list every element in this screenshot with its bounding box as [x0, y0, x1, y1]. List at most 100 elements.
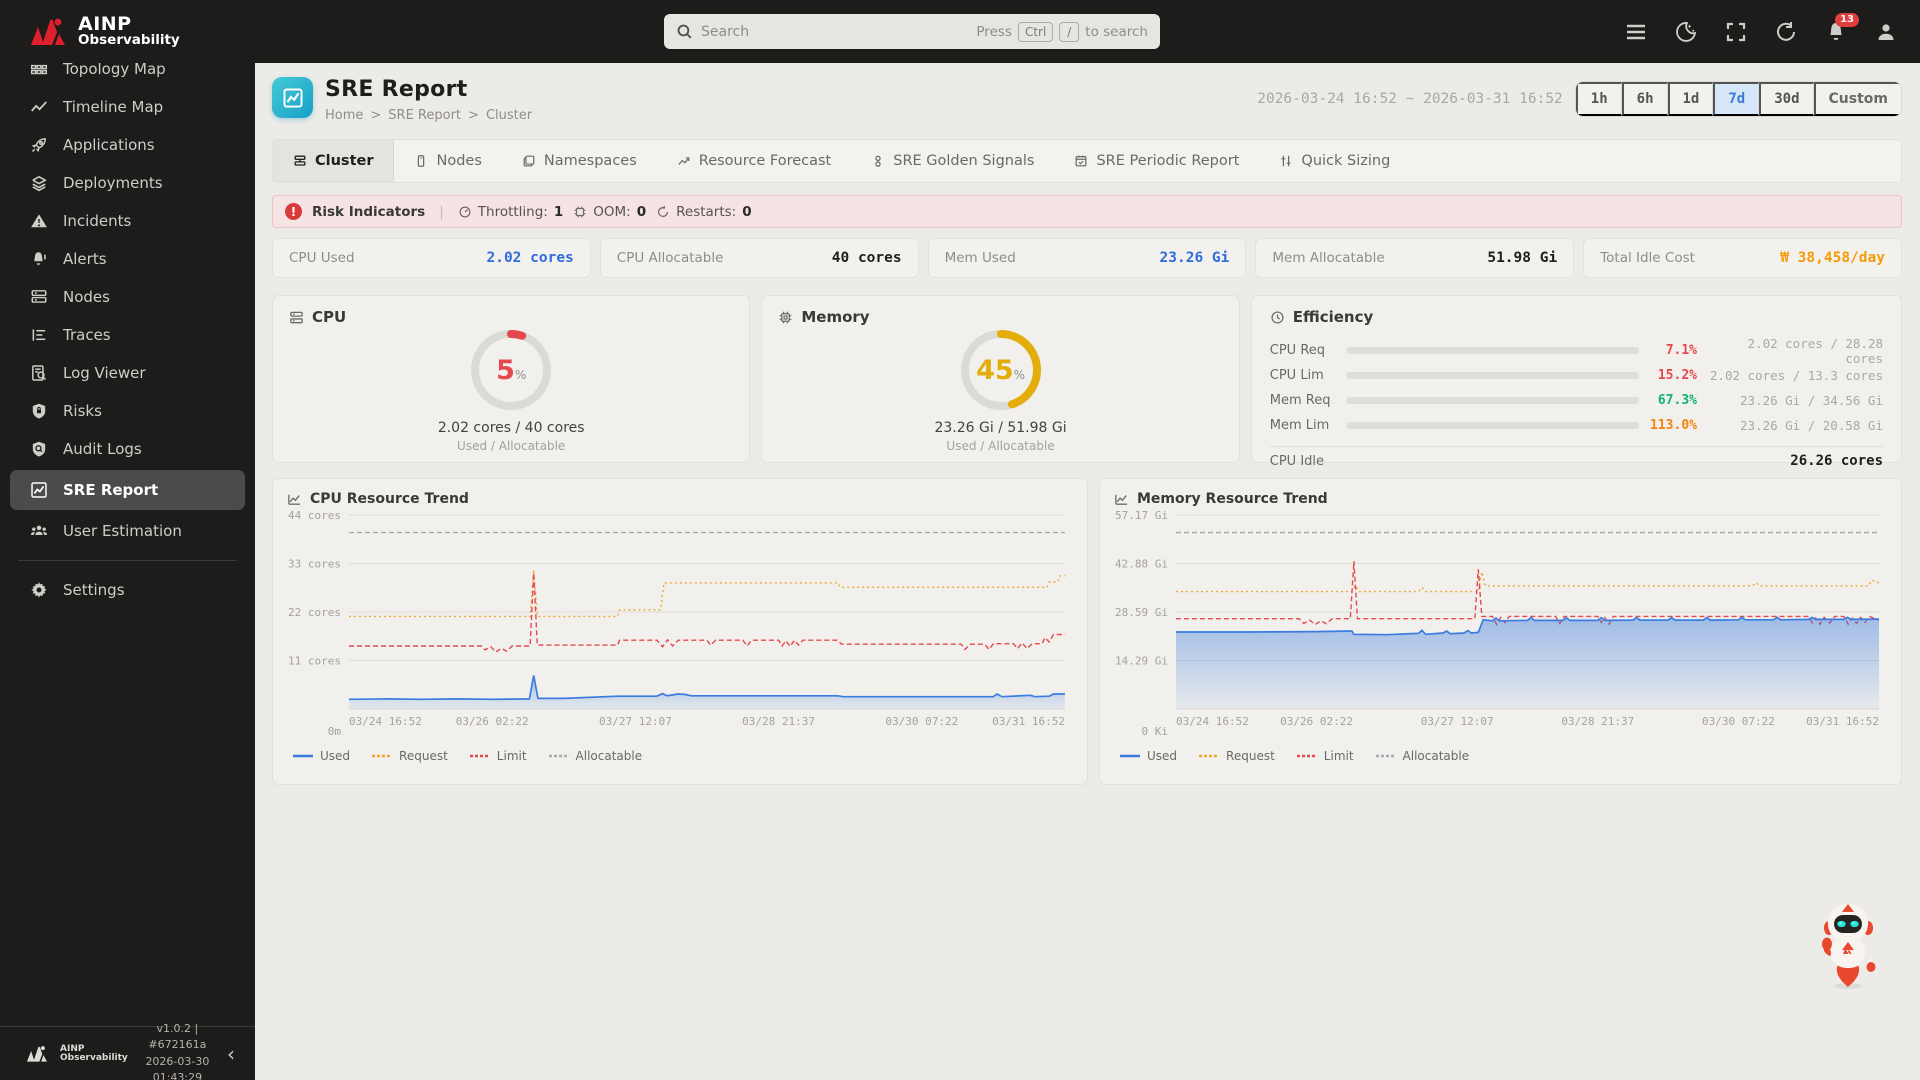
- svg-text:03/27 12:07: 03/27 12:07: [1421, 715, 1494, 728]
- svg-text:11 cores: 11 cores: [288, 655, 341, 668]
- build-timestamp: 2026-03-30 01:43:29: [145, 1054, 210, 1080]
- memory-gauge: 45 %: [959, 328, 1043, 412]
- sidebar-item-traces[interactable]: Traces: [0, 316, 255, 354]
- version-number: v1.0.2 | #672161a: [148, 1021, 207, 1052]
- sidebar-item-label: Settings: [63, 581, 125, 599]
- sidebar-item-label: Timeline Map: [63, 98, 164, 116]
- quick-sizing-icon: [1281, 155, 1291, 167]
- version-info: v1.0.2 | #672161a 2026-03-30 01:43:29: [138, 1021, 217, 1080]
- sidebar-collapse-button[interactable]: ‹: [227, 1041, 235, 1066]
- global-search[interactable]: Press Ctrl / to search: [664, 14, 1160, 49]
- search-icon: [677, 24, 692, 39]
- stats-row: CPU Used 2.02 cores CPU Allocatable 40 c…: [272, 238, 1902, 278]
- notifications-icon[interactable]: 13: [1824, 12, 1859, 44]
- breadcrumb-home[interactable]: Home: [325, 108, 364, 123]
- user-profile-icon[interactable]: [1874, 20, 1898, 44]
- sidebar-item-deployments[interactable]: Deployments: [0, 164, 255, 202]
- fullscreen-icon[interactable]: [1724, 20, 1748, 44]
- search-shortcut-hint: Press Ctrl / to search: [976, 21, 1148, 42]
- sidebar-item-label: Alerts: [63, 250, 107, 268]
- svg-text:57.17 Gi: 57.17 Gi: [1115, 509, 1168, 522]
- shield-search-icon: [30, 440, 48, 458]
- sidebar-item-label: Deployments: [63, 174, 163, 192]
- tab-sre-golden-signals[interactable]: SRE Golden Signals: [851, 140, 1054, 182]
- sidebar-item-user-estimation[interactable]: User Estimation: [0, 512, 255, 550]
- gauge-title: CPU: [312, 308, 347, 326]
- sidebar-item-sre-report[interactable]: SRE Report: [10, 470, 245, 510]
- svg-text:03/31 16:52: 03/31 16:52: [992, 715, 1065, 728]
- chart-legend[interactable]: Used Request Limit Allocatable: [1120, 749, 1887, 763]
- sidebar-item-label: Incidents: [63, 212, 132, 230]
- legend-limit[interactable]: Limit: [1296, 749, 1354, 763]
- range-button-1h[interactable]: 1h: [1575, 82, 1622, 116]
- legend-request[interactable]: Request: [372, 749, 448, 763]
- legend-used[interactable]: Used: [1120, 749, 1178, 763]
- sidebar-item-alerts[interactable]: Alerts: [0, 240, 255, 278]
- memory-gauge-ratio: 23.26 Gi / 51.98 Gi: [934, 420, 1067, 436]
- tab-namespaces[interactable]: Namespaces: [502, 140, 657, 182]
- cpu-idle-row: CPU Idle 26.26 cores: [1269, 453, 1883, 469]
- legend-limit[interactable]: Limit: [469, 749, 527, 763]
- main-content: SRE Report Home > SRE Report > Cluster 2…: [255, 63, 1920, 1080]
- breadcrumb-cluster[interactable]: Cluster: [485, 108, 533, 123]
- efficiency-icon: [1271, 310, 1284, 324]
- tab-nodes[interactable]: Nodes: [394, 140, 501, 182]
- brand-title: AINP: [78, 12, 132, 35]
- tab-sre-periodic-report[interactable]: SRE Periodic Report: [1054, 140, 1259, 182]
- svg-text:28.59 Gi: 28.59 Gi: [1115, 606, 1168, 619]
- tab-quick-sizing[interactable]: Quick Sizing: [1259, 140, 1410, 182]
- cpu-trend-chart[interactable]: 44 cores 33 cores 22 cores 11 cores 0m 03/24 …: [287, 507, 1073, 743]
- efficiency-card: Efficiency CPU Req 7.1% 2.02 cores / 28.…: [1250, 295, 1902, 469]
- legend-allocatable[interactable]: Allocatable: [548, 749, 643, 763]
- breadcrumb-sre-report[interactable]: SRE Report: [388, 108, 462, 123]
- legend-allocatable[interactable]: Allocatable: [1375, 749, 1470, 763]
- range-button-7d[interactable]: 7d: [1713, 82, 1760, 116]
- cpu-gauge-ratio: 2.02 cores / 40 cores: [437, 420, 585, 436]
- sidebar-item-label: Topology Map: [63, 63, 166, 78]
- brand-subtitle: Observability: [78, 32, 180, 49]
- namespaces-icon: [523, 155, 535, 167]
- search-input[interactable]: [701, 23, 969, 40]
- sidebar-item-timeline-map[interactable]: Timeline Map: [0, 88, 255, 126]
- sidebar-item-risks[interactable]: Risks: [0, 392, 255, 430]
- sidebar-item-nodes[interactable]: Nodes: [0, 278, 255, 316]
- footer-logo-text: AINP Observability: [60, 1043, 128, 1063]
- shield-lock-icon: [30, 402, 48, 420]
- tab-cluster[interactable]: Cluster: [273, 140, 395, 182]
- sidebar-item-log-viewer[interactable]: Log Viewer: [0, 354, 255, 392]
- restarts-icon: [658, 205, 669, 217]
- dark-mode-icon[interactable]: [1674, 20, 1698, 44]
- risk-title: Risk Indicators: [312, 203, 426, 220]
- range-button-1d[interactable]: 1d: [1667, 82, 1714, 116]
- svg-text:03/30 07:22: 03/30 07:22: [885, 715, 958, 728]
- range-button-30d[interactable]: 30d: [1759, 82, 1814, 116]
- memory-gauge-value: 45: [976, 354, 1014, 386]
- log-viewer-icon: [30, 364, 48, 382]
- cpu-gauge-card: CPU 5 % 2.02 cores / 40 cores Used / All…: [272, 295, 751, 463]
- sidebar-item-settings[interactable]: Settings: [0, 571, 255, 609]
- menu-icon[interactable]: [1624, 20, 1648, 44]
- stat-cpu-allocatable: CPU Allocatable 40 cores: [599, 238, 919, 278]
- golden-signals-icon: [875, 155, 881, 167]
- range-button-custom[interactable]: Custom: [1813, 82, 1901, 116]
- sidebar-item-applications[interactable]: Applications: [0, 126, 255, 164]
- server-icon: [30, 288, 48, 306]
- legend-used[interactable]: Used: [293, 749, 351, 763]
- assistant-robot-mascot[interactable]: [1810, 898, 1882, 990]
- memory-trend-chart[interactable]: 57.17 Gi 42.88 Gi 28.59 Gi 14.29 Gi 0 Ki 03/2…: [1114, 507, 1887, 743]
- risk-throttling: Throttling: 1: [458, 204, 563, 220]
- sidebar-item-incidents[interactable]: Incidents: [0, 202, 255, 240]
- sidebar-item-label: Applications: [63, 136, 155, 154]
- risk-oom: OOM: 0: [573, 204, 646, 220]
- tab-resource-forecast[interactable]: Resource Forecast: [657, 140, 851, 182]
- footer-logo-icon: [27, 1045, 47, 1062]
- memory-gauge-caption: Used / Allocatable: [946, 439, 1055, 453]
- range-button-6h[interactable]: 6h: [1621, 82, 1668, 116]
- stat-total-idle-cost: Total Idle Cost ₩ 38,458/day: [1583, 238, 1902, 278]
- sidebar-item-audit-logs[interactable]: Audit Logs: [0, 430, 255, 468]
- chart-legend[interactable]: Used Request Limit Allocatable: [293, 749, 1073, 763]
- refresh-icon[interactable]: [1774, 20, 1798, 44]
- sidebar-item-topology-map[interactable]: Topology Map: [0, 63, 255, 88]
- page-title: SRE Report: [325, 77, 468, 102]
- legend-request[interactable]: Request: [1199, 749, 1275, 763]
